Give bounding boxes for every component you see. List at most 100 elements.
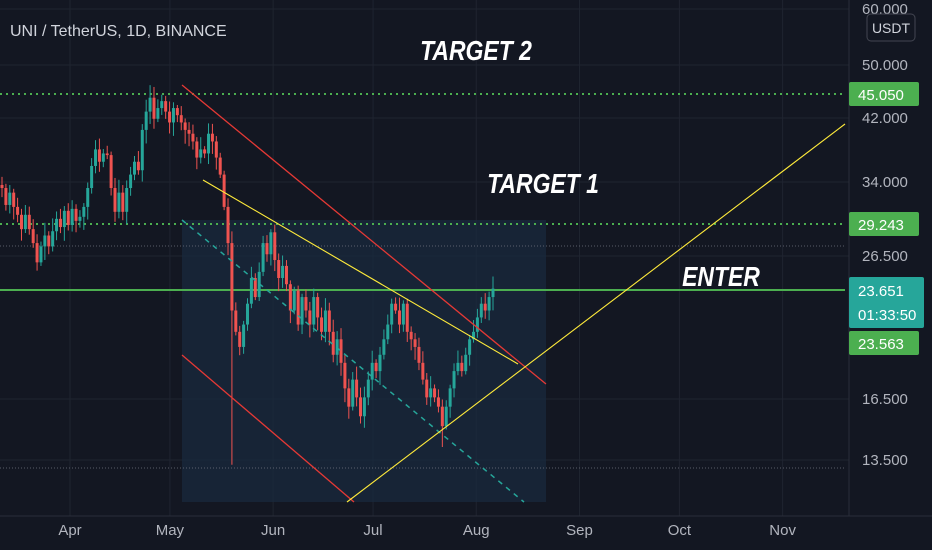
candle-body — [292, 290, 296, 311]
candle-body — [362, 397, 366, 417]
candle-body — [382, 339, 386, 355]
candle-body — [468, 339, 472, 355]
candle-body — [16, 206, 20, 215]
channel-lower-line[interactable] — [181, 354, 355, 503]
time-tick-label: May — [156, 522, 185, 539]
candle-body — [273, 232, 277, 261]
candle-body — [479, 303, 483, 318]
candle-body — [74, 208, 78, 221]
price-tick-label: 13.500 — [862, 452, 908, 469]
candle-body — [312, 297, 316, 325]
candle-body — [472, 331, 476, 340]
candle-body — [300, 297, 304, 325]
candle-body — [296, 290, 300, 325]
candle-body — [19, 214, 23, 230]
currency-badge-label: USDT — [872, 20, 911, 36]
candle-body — [323, 310, 327, 332]
candle-body — [125, 188, 129, 212]
candle-body — [175, 108, 179, 116]
candle-body — [304, 297, 308, 311]
candle-body — [238, 331, 242, 347]
countdown-text: 01:33:50 — [858, 307, 916, 324]
ascending-trendline[interactable] — [346, 123, 846, 503]
current-price-tag: 23.651 01:33:50 — [849, 277, 924, 328]
symbol-title[interactable]: UNI / TetherUS, 1D, BINANCE — [10, 23, 227, 40]
channel-midline[interactable] — [181, 219, 525, 503]
candle-body — [183, 122, 187, 130]
candle-body — [475, 317, 479, 332]
candle-body — [425, 379, 429, 398]
time-tick-label: Aug — [463, 522, 490, 539]
candle-body — [359, 397, 363, 417]
target2-annotation: TARGET 2 — [420, 36, 532, 67]
candle-body — [265, 243, 269, 255]
candle-body — [156, 108, 160, 119]
candle-body — [43, 235, 47, 247]
candle-body — [242, 324, 246, 347]
candle-body — [23, 214, 27, 230]
candle-body — [281, 265, 285, 278]
candle-body — [207, 133, 211, 154]
candle-body — [394, 303, 398, 311]
price-tick-label: 34.000 — [862, 174, 908, 191]
candle-body — [132, 161, 136, 175]
candle-body — [90, 165, 94, 189]
candle-body — [214, 141, 218, 158]
candle-body — [62, 210, 66, 228]
candle-body — [86, 188, 90, 207]
candle-body — [308, 310, 312, 325]
candle-body — [226, 206, 230, 244]
candle-body — [58, 218, 62, 228]
candle-body — [97, 149, 101, 162]
candle-body — [144, 111, 148, 130]
candle-body — [234, 310, 238, 332]
target1-price-text: 29.243 — [858, 217, 904, 234]
candle-body — [51, 231, 55, 247]
candle-body — [203, 149, 207, 154]
candle-body — [390, 303, 394, 325]
candle-body — [433, 388, 437, 398]
candle-body — [487, 297, 491, 311]
candle-body — [374, 362, 378, 372]
candle-body — [246, 303, 249, 325]
candle-body — [413, 339, 417, 347]
price-tick-label: 50.000 — [862, 57, 908, 74]
candle-body — [35, 243, 39, 263]
price-tick-label: 26.500 — [862, 248, 908, 265]
price-tick-label: 42.000 — [862, 110, 908, 127]
time-tick-label: Nov — [769, 522, 796, 539]
candle-body — [78, 216, 82, 221]
candle-body — [355, 379, 359, 398]
currency-badge[interactable]: USDT — [866, 13, 916, 42]
candle-body — [199, 149, 203, 158]
price-tick-label: 16.500 — [862, 391, 908, 408]
time-tick-label: Sep — [566, 522, 593, 539]
descending-trendline[interactable] — [202, 179, 519, 365]
candle-body — [269, 232, 273, 255]
candle-body — [140, 129, 144, 171]
channel-shaded-area — [182, 220, 546, 502]
candle-body — [164, 101, 168, 112]
candle-body — [101, 153, 105, 162]
candle-body — [191, 133, 195, 142]
candle-body — [483, 303, 487, 311]
candle-body — [261, 243, 265, 272]
candle-body — [82, 206, 86, 217]
candle-body — [440, 406, 444, 427]
enter-price-tag: 23.563 — [849, 331, 919, 355]
candle-body — [113, 188, 117, 212]
candle-body — [105, 153, 109, 156]
candle-body — [331, 331, 335, 355]
candle-body — [168, 111, 172, 123]
candle-body — [249, 277, 253, 304]
candle-body — [136, 161, 140, 171]
time-tick-label: Apr — [58, 522, 81, 539]
candle-body — [230, 243, 234, 311]
channel-upper-line[interactable] — [181, 84, 547, 385]
time-tick-label: Jun — [261, 522, 285, 539]
time-axis[interactable]: Apr May Jun Jul Aug Sep Oct Nov — [58, 522, 796, 539]
price-axis[interactable]: 60.000 50.000 42.000 34.000 26.500 16.50… — [862, 1, 908, 469]
candle-body — [448, 388, 452, 407]
candle-body — [347, 388, 351, 407]
